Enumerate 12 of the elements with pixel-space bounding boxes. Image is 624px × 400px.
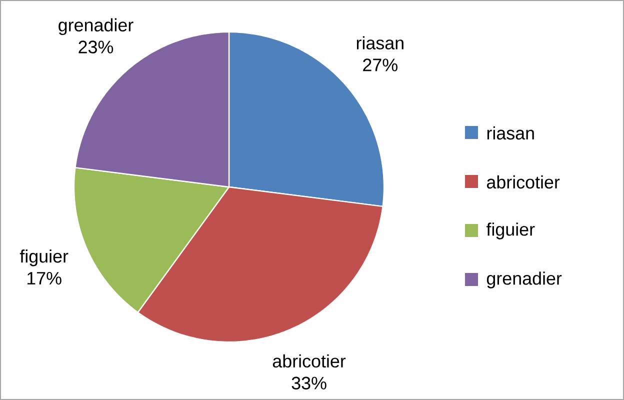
legend-label: abricotier [486,175,560,189]
data-label: 27% [363,58,398,72]
legend-label: riasan [487,126,534,140]
data-label: 33% [292,376,326,390]
slice-label: riasan [356,36,404,50]
legend-label: grenadier [486,272,562,288]
data-label: 17% [27,272,62,285]
legend-label: figuier [486,222,535,240]
slice-label: abricotier [272,354,346,368]
slice-label: grenadier [58,18,134,36]
data-label: 23% [78,40,114,54]
slice-label: figuier [20,250,68,266]
